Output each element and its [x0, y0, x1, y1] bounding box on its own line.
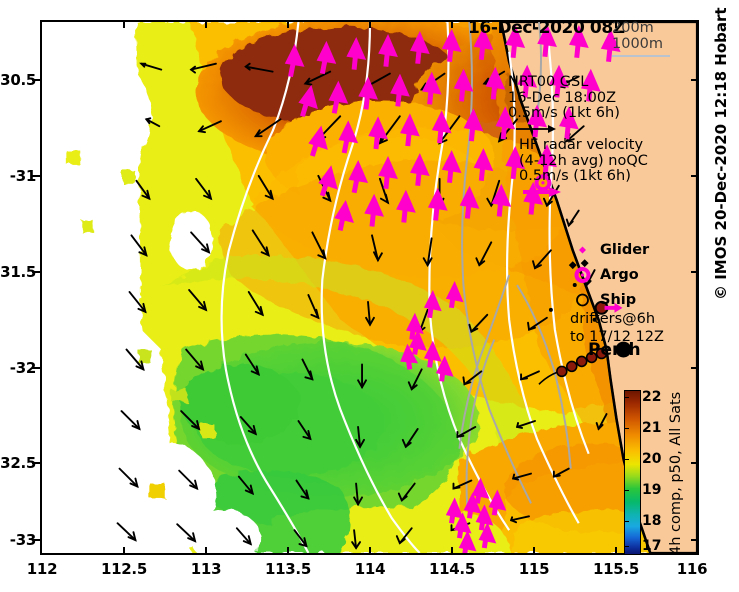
colorbar-tick-17: 17 [642, 538, 662, 554]
x-tick-112p5: 112.5 [101, 560, 147, 578]
model-reference-arrow [508, 122, 620, 136]
colorbar-tick-21: 21 [642, 420, 662, 436]
colorbar-tick-22: 22 [642, 389, 662, 405]
city-label-perth: Perth [588, 340, 641, 360]
hf-radar-speed-label: 0.5m/s (1kt 6h) [519, 168, 631, 184]
legend-label-glider: Glider [600, 242, 650, 258]
legend-label-argo: Argo [600, 267, 639, 283]
hf-radar-legend: HF radar velocity (4-12h avg) noQC 0.5m/… [519, 137, 648, 199]
drifter-interval-label: drifters@6h [570, 311, 656, 327]
hf-radar-reference-arrow [519, 185, 648, 199]
colorbar-tick-19: 19 [642, 482, 662, 498]
argo-icon [570, 263, 596, 288]
y-tick-31: -31 [9, 167, 37, 185]
page-title: 16-Dec-2020 08Z [468, 18, 625, 38]
hf-radar-avg-label: (4-12h avg) noQC [519, 152, 648, 169]
x-tick-115: 115 [518, 560, 550, 578]
x-tick-113p5: 113.5 [265, 560, 311, 578]
model-velocity-legend: NRT00 GSL 16-Dec 18:00Z 0.5m/s (1kt 6h) [508, 74, 620, 136]
model-source-label: NRT00 GSL [508, 74, 589, 90]
hf-radar-title: HF radar velocity [519, 137, 644, 153]
y-tick-30p5: -30.5 [0, 71, 36, 89]
contour-1000m-label: 1000m [612, 36, 664, 52]
x-tick-115p5: 115.5 [593, 560, 639, 578]
bathymetry-scale-labels: 200m 1000m [612, 20, 663, 52]
x-tick-116: 116 [676, 560, 708, 578]
y-tick-32: -32 [9, 359, 37, 377]
y-tick-31p5: -31.5 [0, 263, 36, 281]
sst-colorbar [624, 390, 641, 555]
colorbar-axis-label: 4h comp, p50, All Sats [668, 392, 739, 555]
glider-icon [570, 238, 596, 263]
y-tick-33: -33 [9, 531, 37, 549]
x-tick-114p5: 114.5 [429, 560, 475, 578]
drifter-legend-text: drifters@6h to 17/12 12Z [570, 310, 664, 346]
legend-label-ship: Ship [600, 292, 637, 308]
y-axis-labels: -30.5 -31 -31.5 -32 -32.5 -33 [0, 0, 36, 592]
ship-icon [570, 288, 596, 313]
colorbar-tick-labels: 22 21 20 19 18 17 [624, 389, 664, 555]
model-time-label: 16-Dec 18:00Z [508, 89, 617, 106]
drifter-endtime-label: to 17/12 12Z [570, 329, 664, 345]
colorbar-tick-20: 20 [642, 451, 662, 467]
colorbar-tick-18: 18 [642, 513, 662, 529]
contour-scale-line [612, 55, 670, 57]
credit-text: © IMOS 20-Dec-2020 12:18 Hobart [712, 7, 730, 300]
model-speed-label: 0.5m/s (1kt 6h) [508, 105, 620, 121]
x-tick-112: 112 [26, 560, 58, 578]
x-tick-113: 113 [190, 560, 222, 578]
contour-200m-label: 200m [612, 20, 654, 36]
y-tick-32p5: -32.5 [0, 454, 36, 472]
x-tick-114: 114 [354, 560, 386, 578]
